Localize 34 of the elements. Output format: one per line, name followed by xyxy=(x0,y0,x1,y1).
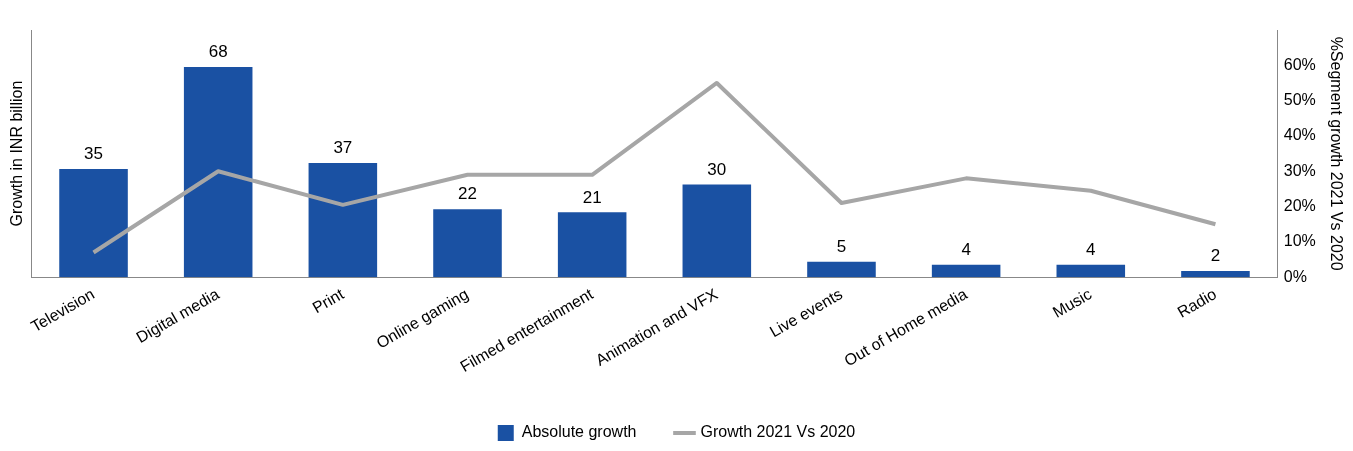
data-label: 22 xyxy=(458,184,477,204)
x-tick-label: Radio xyxy=(1174,285,1220,321)
bar xyxy=(183,67,253,278)
data-label: 68 xyxy=(208,42,228,62)
bar xyxy=(1056,264,1126,278)
x-tick-label: Music xyxy=(1049,285,1095,321)
bar xyxy=(557,212,627,278)
data-label: 4 xyxy=(1086,240,1096,260)
y-axis-title: Growth in INR billion xyxy=(8,80,26,227)
y2-tick-label: 50% xyxy=(1283,91,1316,109)
y2-tick-label: 10% xyxy=(1283,232,1316,250)
bar xyxy=(433,209,502,278)
bar xyxy=(59,169,128,278)
y2-tick-label: 20% xyxy=(1283,197,1316,214)
data-label: 21 xyxy=(582,187,602,207)
y2-tick-label: 0% xyxy=(1283,267,1307,285)
y2-tick-label: 30% xyxy=(1283,161,1316,179)
y2-axis-title: %Segment growth 2021 Vs 2020 xyxy=(1327,36,1345,271)
bar xyxy=(931,264,1001,278)
y2-tick-label: 60% xyxy=(1283,55,1316,73)
data-label: 30 xyxy=(707,159,727,179)
bar xyxy=(807,261,876,278)
legend-label: Absolute growth xyxy=(521,423,637,441)
data-label: 37 xyxy=(333,138,353,158)
bar xyxy=(308,162,378,278)
bar xyxy=(1181,271,1250,278)
data-label: 4 xyxy=(961,240,971,260)
bar xyxy=(682,184,752,278)
legend-label: Growth 2021 Vs 2020 xyxy=(700,423,856,441)
data-label: 35 xyxy=(84,144,103,164)
data-label: 5 xyxy=(836,236,847,256)
x-tick-label: Print xyxy=(309,284,348,317)
data-label: 2 xyxy=(1210,246,1221,266)
y2-tick-label: 40% xyxy=(1283,126,1316,144)
